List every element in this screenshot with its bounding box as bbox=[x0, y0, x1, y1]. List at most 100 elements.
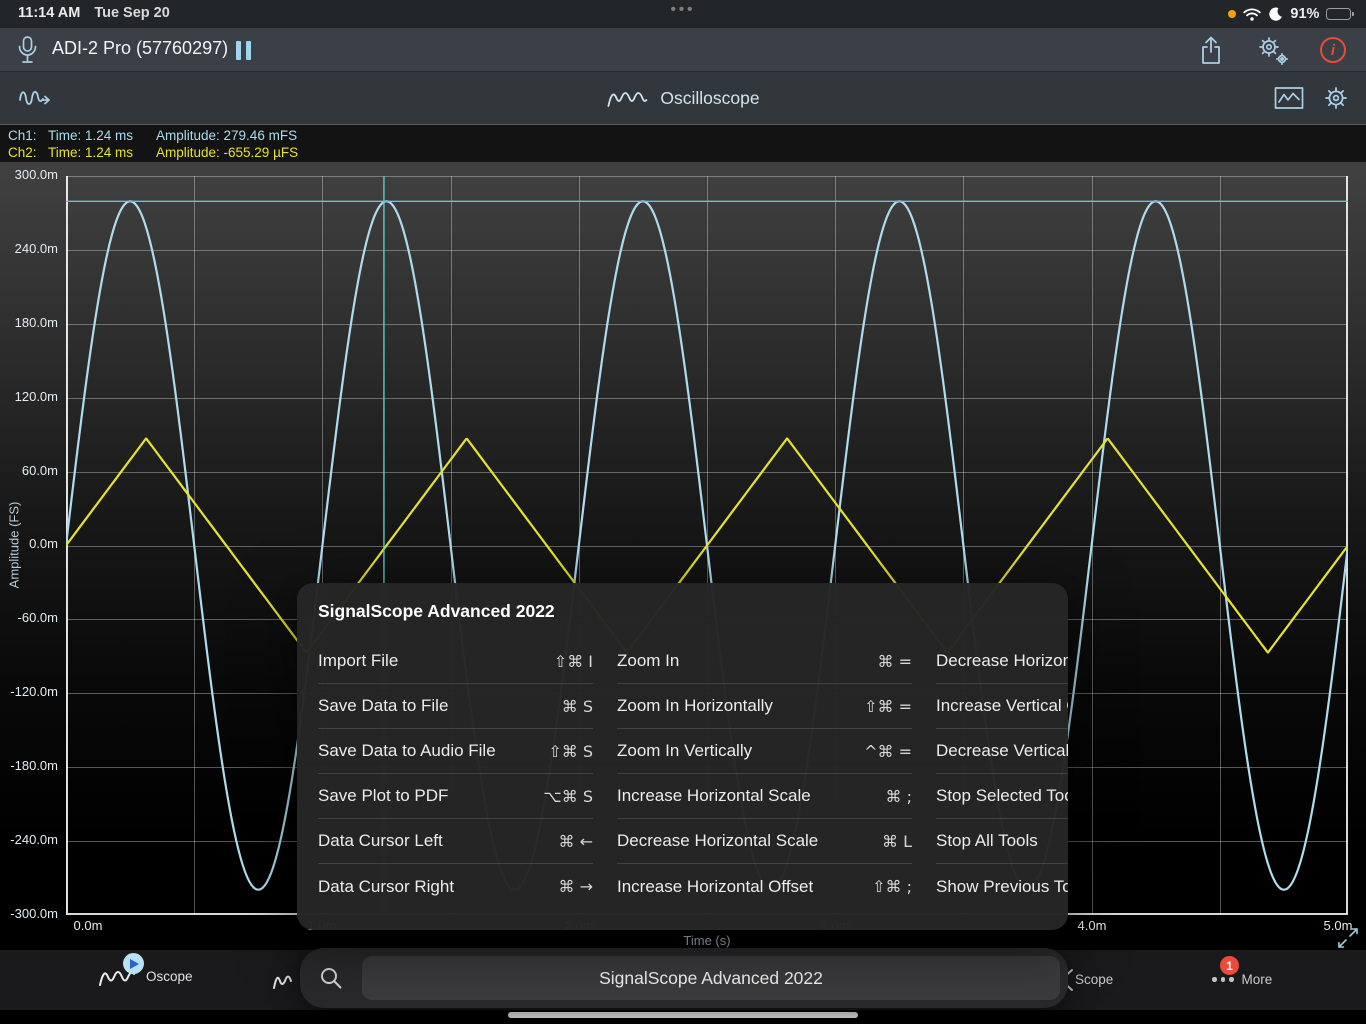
cursor-readout: Ch1: Time: 1.24 ms Amplitude: 279.46 mFS… bbox=[0, 124, 1366, 162]
menu-item-data-cursor-right[interactable]: Data Cursor Right ⌘ → bbox=[318, 876, 594, 897]
tab-more[interactable]: More bbox=[1212, 972, 1272, 987]
focus-moon-icon bbox=[1268, 7, 1283, 22]
shortcuts-column-2: Zoom In ⌘ = Zoom In Horizontally ⇧⌘ = Zo… bbox=[617, 639, 912, 909]
hidden-tab-wave-icon[interactable] bbox=[272, 968, 308, 994]
menu-item-increase-horizontal-offset[interactable]: Increase Horizontal Offset ⇧⌘ ; bbox=[617, 876, 912, 897]
shortcut-keys: ⇧⌘ = bbox=[864, 696, 912, 716]
y-axis-label: Amplitude (FS) bbox=[6, 501, 22, 589]
ch2-amplitude: Amplitude: -655.29 µFS bbox=[156, 144, 299, 160]
shortcuts-column-1: Import File ⇧⌘ I Save Data to File ⌘ S S… bbox=[318, 639, 593, 909]
settings-gears-icon[interactable] bbox=[1254, 34, 1290, 66]
page-title: Oscilloscope bbox=[606, 72, 760, 124]
shortcuts-column-3: Decrease Horizontal Offset Increase Vert… bbox=[936, 639, 1068, 909]
ch1-amplitude: Amplitude: 279.46 mFS bbox=[156, 128, 298, 143]
ch1-readout: Ch1: Time: 1.24 ms Amplitude: 279.46 mFS bbox=[8, 128, 1366, 145]
app-search-field[interactable]: SignalScope Advanced 2022 bbox=[362, 956, 1060, 1000]
device-title: ADI-2 Pro (57760297) bbox=[52, 38, 229, 58]
shortcut-keys: ⌘ = bbox=[877, 651, 913, 671]
menu-item-increase-vertical-offset[interactable]: Increase Vertical Offset bbox=[936, 684, 1068, 729]
oscope-wave-icon bbox=[98, 953, 144, 991]
plot-options-icon[interactable] bbox=[1274, 86, 1304, 110]
tab-oscope[interactable]: Oscope bbox=[98, 953, 193, 991]
more-badge: 1 bbox=[1220, 956, 1239, 975]
menu-item-decrease-horizontal-offset[interactable]: Decrease Horizontal Offset bbox=[936, 639, 1068, 684]
ch1-label: Ch1: bbox=[8, 128, 37, 143]
shortcut-keys: ⌘ S bbox=[561, 696, 593, 716]
signal-flow-icon[interactable] bbox=[18, 85, 52, 111]
info-icon[interactable]: i bbox=[1320, 37, 1346, 63]
ch2-readout: Ch2: Time: 1.24 ms Amplitude: -655.29 µF… bbox=[8, 145, 1366, 162]
page-title-text: Oscilloscope bbox=[660, 87, 760, 108]
battery-icon bbox=[1326, 7, 1354, 21]
menu-item-zoom-in-vertically[interactable]: Zoom In Vertically ^⌘ = bbox=[617, 729, 912, 774]
menu-item-zoom-in[interactable]: Zoom In ⌘ = bbox=[617, 639, 912, 684]
tab-oscope-label: Oscope bbox=[146, 968, 193, 984]
status-time: 11:14 AM bbox=[18, 5, 81, 21]
ch2-time: Time: 1.24 ms bbox=[48, 144, 134, 160]
tab-scope-label[interactable]: Scope bbox=[1075, 972, 1114, 987]
menu-item-save-data-to-audio-file[interactable]: Save Data to Audio File ⇧⌘ S bbox=[318, 729, 593, 774]
menu-item-decrease-vertical-offset[interactable]: Decrease Vertical Offset bbox=[936, 729, 1068, 774]
y-tick: 120.0m bbox=[14, 389, 58, 404]
status-date: Tue Sep 20 bbox=[94, 5, 170, 21]
search-icon bbox=[318, 965, 344, 991]
home-indicator[interactable] bbox=[508, 1012, 858, 1018]
menu-item-save-data-to-file[interactable]: Save Data to File ⌘ S bbox=[318, 684, 593, 729]
y-tick: 180.0m bbox=[14, 315, 58, 330]
y-tick: -120.0m bbox=[10, 684, 58, 699]
shortcut-keys: ⌘ ← bbox=[558, 831, 594, 851]
ch1-time: Time: 1.24 ms bbox=[48, 128, 134, 143]
ch2-label: Ch2: bbox=[8, 144, 37, 160]
running-play-badge bbox=[123, 953, 144, 974]
menu-item-data-cursor-left[interactable]: Data Cursor Left ⌘ ← bbox=[318, 819, 593, 864]
sine-wave-icon bbox=[606, 85, 648, 111]
y-tick: 60.0m bbox=[21, 463, 58, 478]
x-axis-label: Time (s) bbox=[683, 933, 731, 948]
y-tick: -180.0m bbox=[10, 758, 58, 773]
keyboard-shortcuts-overlay: SignalScope Advanced 2022 Import File ⇧⌘… bbox=[297, 583, 1068, 930]
shortcut-keys: ⇧⌘ ; bbox=[872, 877, 912, 896]
y-tick: -240.0m bbox=[10, 832, 58, 847]
tool-settings-gear-icon[interactable] bbox=[1322, 84, 1350, 112]
x-tick: 4.0m bbox=[1077, 918, 1107, 933]
more-ellipsis-icon bbox=[1212, 977, 1234, 982]
menu-item-show-previous-tool[interactable]: Show Previous Tool bbox=[936, 876, 1068, 896]
y-tick: -300.0m bbox=[10, 906, 58, 921]
status-bar: 11:14 AM Tue Sep 20 ••• 91% bbox=[0, 0, 1366, 28]
y-tick: 240.0m bbox=[14, 241, 58, 256]
microphone-icon bbox=[16, 35, 39, 65]
chart-section: 300.0m 240.0m 180.0m 120.0m 60.0m 0.0m -… bbox=[0, 162, 1366, 950]
shortcuts-search-pill: SignalScope Advanced 2022 bbox=[300, 948, 1068, 1008]
wifi-icon bbox=[1243, 8, 1262, 21]
menu-item-zoom-in-horizontally[interactable]: Zoom In Horizontally ⇧⌘ = bbox=[617, 684, 912, 729]
x-tick: 0.0m bbox=[73, 918, 103, 933]
menu-item-decrease-horizontal-scale[interactable]: Decrease Horizontal Scale ⌘ L bbox=[617, 819, 912, 864]
share-icon[interactable] bbox=[1198, 35, 1224, 66]
resize-diagonal-icon[interactable] bbox=[1336, 926, 1360, 950]
menu-item-save-plot-to-pdf[interactable]: Save Plot to PDF ⌥⌘ S bbox=[318, 774, 593, 819]
pause-button[interactable] bbox=[236, 41, 251, 60]
x-tick: 5.0m bbox=[1323, 918, 1353, 933]
shortcut-keys: ⇧⌘ S bbox=[548, 741, 593, 761]
y-tick: 300.0m bbox=[14, 167, 58, 182]
shortcut-keys: ⌘ ; bbox=[885, 786, 912, 806]
shortcut-keys: ⇧⌘ I bbox=[553, 651, 593, 671]
oscilloscope-toolbar: Oscilloscope bbox=[0, 72, 1366, 124]
menu-item-stop-selected-tool[interactable]: Stop Selected Tool bbox=[936, 774, 1068, 819]
battery-percent: 91% bbox=[1290, 6, 1320, 22]
y-tick: 0.0m bbox=[29, 536, 58, 551]
shortcut-keys: ⌘ → bbox=[558, 877, 594, 896]
menu-item-stop-all-tools[interactable]: Stop All Tools bbox=[936, 819, 1068, 864]
tab-more-label: More bbox=[1241, 972, 1273, 987]
shortcuts-app-title: SignalScope Advanced 2022 bbox=[318, 601, 555, 621]
handle-dots-icon[interactable]: ••• bbox=[670, 1, 696, 18]
shortcut-keys: ^⌘ = bbox=[864, 741, 912, 761]
shortcut-keys: ⌘ L bbox=[882, 831, 912, 851]
menu-item-increase-horizontal-scale[interactable]: Increase Horizontal Scale ⌘ ; bbox=[617, 774, 912, 819]
menu-item-import-file[interactable]: Import File ⇧⌘ I bbox=[318, 639, 593, 684]
mic-in-use-indicator bbox=[1228, 10, 1237, 18]
shortcut-keys: ⌥⌘ S bbox=[543, 786, 593, 806]
app-header: ADI-2 Pro (57760297) bbox=[0, 28, 1366, 72]
y-tick: -60.0m bbox=[17, 610, 58, 625]
